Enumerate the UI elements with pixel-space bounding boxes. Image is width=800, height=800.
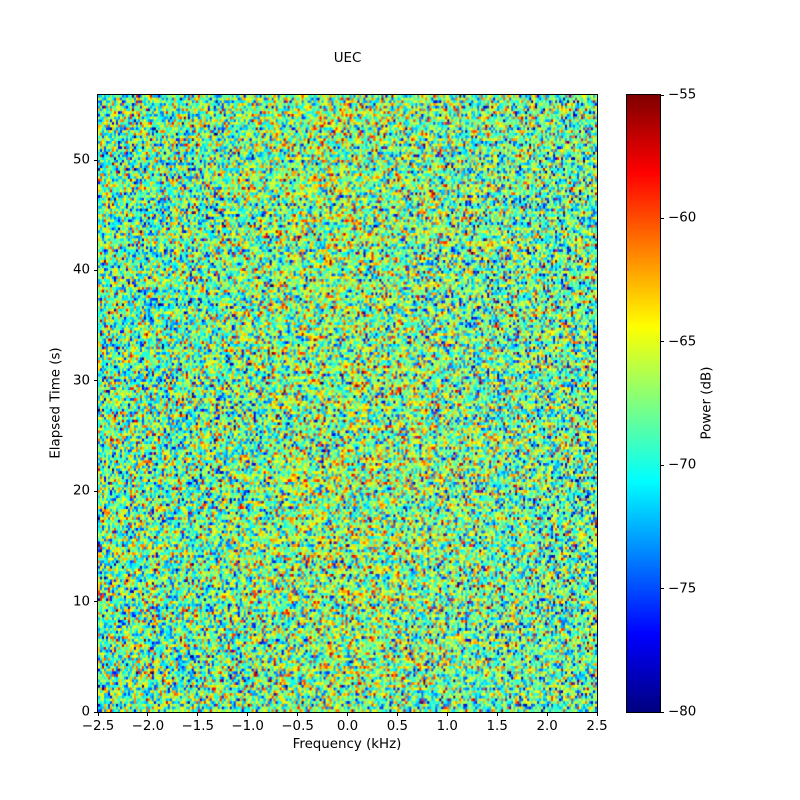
colorbar-tick-mark xyxy=(660,94,664,96)
x-tick-mark xyxy=(197,712,199,716)
y-tick-label: 0 xyxy=(81,704,90,720)
colorbar-tick-mark xyxy=(660,588,664,590)
colorbar-tick-mark xyxy=(660,464,664,466)
x-tick-mark xyxy=(396,712,398,716)
x-tick-mark xyxy=(147,712,149,716)
x-tick-mark xyxy=(97,712,99,716)
y-tick-mark xyxy=(94,269,98,271)
x-tick-mark xyxy=(446,712,448,716)
spectrogram-plot-area xyxy=(97,94,598,713)
x-tick-label: −2.5 xyxy=(81,719,115,734)
x-tick-label: −0.5 xyxy=(281,719,314,734)
x-tick-label: 2.5 xyxy=(586,719,608,734)
colorbar-label: Power (dB) xyxy=(699,366,715,440)
colorbar-tick-mark xyxy=(660,341,664,343)
x-tick-label: −1.5 xyxy=(181,719,215,734)
y-tick-mark xyxy=(94,490,98,492)
y-tick-mark xyxy=(94,159,98,161)
y-tick-mark xyxy=(94,380,98,382)
x-tick-mark xyxy=(496,712,498,716)
y-tick-label: 10 xyxy=(72,594,90,610)
colorbar-tick-label: −75 xyxy=(668,581,697,597)
y-axis-label: Elapsed Time (s) xyxy=(48,347,64,459)
x-axis-label: Frequency (kHz) xyxy=(292,737,402,752)
y-tick-label: 40 xyxy=(72,262,90,278)
plot-title: UEC xyxy=(333,51,362,67)
colorbar-tick-mark xyxy=(660,217,664,219)
colorbar-tick-label: −70 xyxy=(668,457,697,473)
x-tick-mark xyxy=(546,712,548,716)
x-tick-mark xyxy=(596,712,598,716)
y-tick-mark xyxy=(94,711,98,713)
colorbar-tick-label: −55 xyxy=(668,87,697,103)
x-tick-label: 2.0 xyxy=(536,719,558,734)
y-tick-mark xyxy=(94,601,98,603)
x-tick-mark xyxy=(247,712,249,716)
colorbar-tick-label: −65 xyxy=(668,334,697,350)
y-tick-label: 50 xyxy=(72,152,90,168)
colorbar-gradient xyxy=(627,95,660,712)
colorbar-tick-mark xyxy=(660,711,664,713)
y-tick-label: 30 xyxy=(72,373,90,389)
spectrogram-heatmap xyxy=(98,95,597,712)
x-tick-mark xyxy=(347,712,348,716)
x-tick-label: 0.5 xyxy=(386,719,409,734)
y-tick-label: 20 xyxy=(72,483,90,499)
colorbar-tick-label: −80 xyxy=(668,704,697,720)
colorbar xyxy=(626,94,661,713)
x-tick-label: 1.5 xyxy=(486,719,508,734)
x-tick-label: −2.0 xyxy=(131,719,165,734)
x-tick-label: −1.0 xyxy=(231,719,264,734)
x-tick-mark xyxy=(297,712,299,716)
colorbar-tick-label: −60 xyxy=(668,210,697,226)
x-tick-label: 1.0 xyxy=(436,719,458,734)
x-tick-label: 0.0 xyxy=(336,719,359,734)
